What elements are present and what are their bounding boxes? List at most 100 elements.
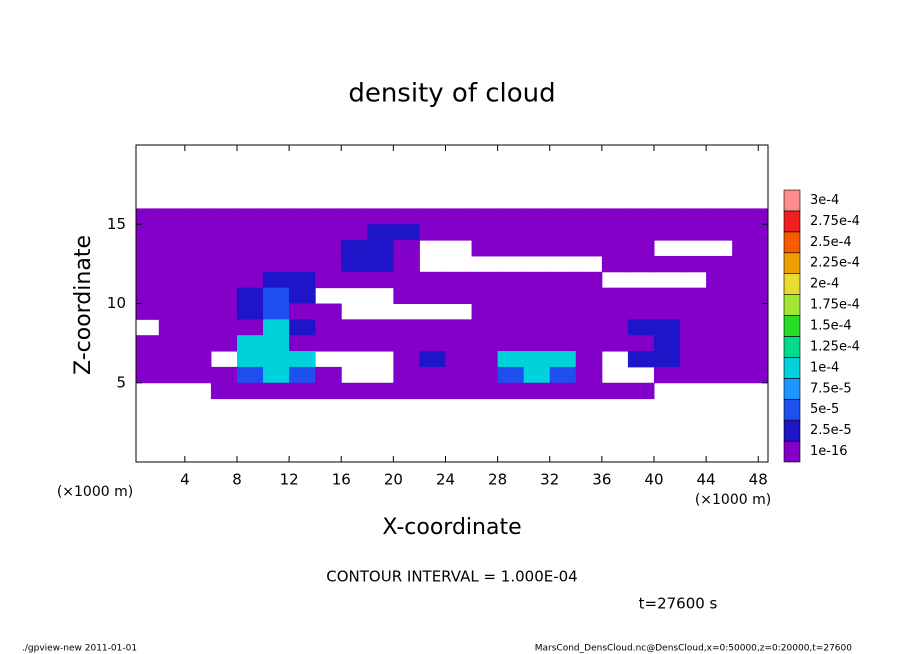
- cell: [758, 287, 768, 304]
- cell: [575, 351, 603, 368]
- cell: [263, 271, 290, 289]
- cell: [653, 224, 681, 241]
- cell: [575, 208, 603, 225]
- cell: [523, 240, 551, 257]
- cell: [471, 240, 499, 257]
- cell: [627, 382, 655, 400]
- cell: [601, 335, 629, 352]
- cell: [236, 319, 264, 336]
- y-tick-label: 15: [107, 215, 126, 233]
- cell: [367, 319, 394, 336]
- cell: [497, 303, 525, 320]
- cell: [263, 382, 290, 400]
- cell: [706, 351, 733, 368]
- cell: [158, 366, 186, 384]
- cell: [158, 335, 186, 352]
- cell: [758, 240, 768, 257]
- cell: [210, 224, 238, 241]
- cell: [732, 303, 759, 320]
- colorbar-box: [783, 378, 801, 400]
- cell: [549, 271, 577, 289]
- cell: [445, 319, 473, 336]
- cell: [393, 240, 420, 257]
- cell: [289, 287, 316, 304]
- cell: [136, 271, 160, 289]
- cell: [184, 319, 212, 336]
- cell: [210, 319, 238, 336]
- cell: [627, 351, 655, 368]
- cell: [706, 319, 733, 336]
- cell: [289, 351, 316, 368]
- cell: [627, 287, 655, 304]
- cell: [653, 287, 681, 304]
- cell: [653, 351, 681, 368]
- cell: [601, 287, 629, 304]
- cell: [627, 224, 655, 241]
- cell: [289, 255, 316, 273]
- y-axis-label: Z-coordinate: [71, 235, 96, 375]
- cell: [158, 224, 186, 241]
- cell: [419, 287, 446, 304]
- y-tick-label: 5: [116, 373, 126, 391]
- cell: [263, 319, 290, 336]
- cell: [289, 240, 316, 257]
- cell: [732, 351, 759, 368]
- colorbar-box: [783, 398, 801, 421]
- cell: [445, 208, 473, 225]
- cell: [653, 255, 681, 273]
- cell: [653, 303, 681, 320]
- cell: [706, 335, 733, 352]
- cell: [445, 287, 473, 304]
- cell: [419, 382, 446, 400]
- cell: [263, 224, 290, 241]
- cell: [627, 255, 655, 273]
- x-tick-label: 16: [332, 471, 351, 489]
- colorbar-box: [783, 419, 801, 442]
- cell: [341, 240, 368, 257]
- cell: [732, 224, 759, 241]
- cell: [341, 224, 368, 241]
- colorbar-box: [783, 440, 801, 463]
- cell: [680, 224, 707, 241]
- cell: [158, 255, 186, 273]
- colorbar-box: [783, 336, 801, 358]
- cell: [523, 382, 551, 400]
- cell: [497, 319, 525, 336]
- cell: [289, 382, 316, 400]
- cell: [184, 366, 212, 384]
- cell: [315, 271, 342, 289]
- y-tick-label: 10: [107, 294, 126, 312]
- cell: [549, 303, 577, 320]
- cell: [471, 382, 499, 400]
- cell: [627, 319, 655, 336]
- cell: [601, 240, 629, 257]
- x-tick-label: 32: [540, 471, 559, 489]
- footer: MarsCond_DensCloud.nc@DensCloud,x=0:5000…: [535, 644, 852, 654]
- x-unit: (×1000 m): [695, 492, 771, 508]
- cell: [549, 351, 577, 368]
- cell: [549, 319, 577, 336]
- cell: [136, 351, 160, 368]
- cell: [236, 351, 264, 368]
- colorbar-label: 3e-4: [810, 193, 839, 208]
- cell: [601, 382, 629, 400]
- cell: [627, 335, 655, 352]
- cell: [575, 240, 603, 257]
- cell: [758, 319, 768, 336]
- cell: [263, 255, 290, 273]
- x-axis-label: X-coordinate: [382, 515, 521, 540]
- colorbar-label: 1e-16: [810, 444, 848, 459]
- x-tick-label: 48: [749, 471, 768, 489]
- cell: [549, 366, 577, 384]
- cell: [158, 319, 186, 336]
- cell: [367, 271, 394, 289]
- cell: [471, 319, 499, 336]
- cell: [627, 303, 655, 320]
- cell: [289, 335, 316, 352]
- cell: [289, 208, 316, 225]
- cell: [315, 303, 342, 320]
- cell: [210, 208, 238, 225]
- x-tick-label: 4: [180, 471, 190, 489]
- cell: [471, 208, 499, 225]
- x-tick-label: 8: [232, 471, 242, 489]
